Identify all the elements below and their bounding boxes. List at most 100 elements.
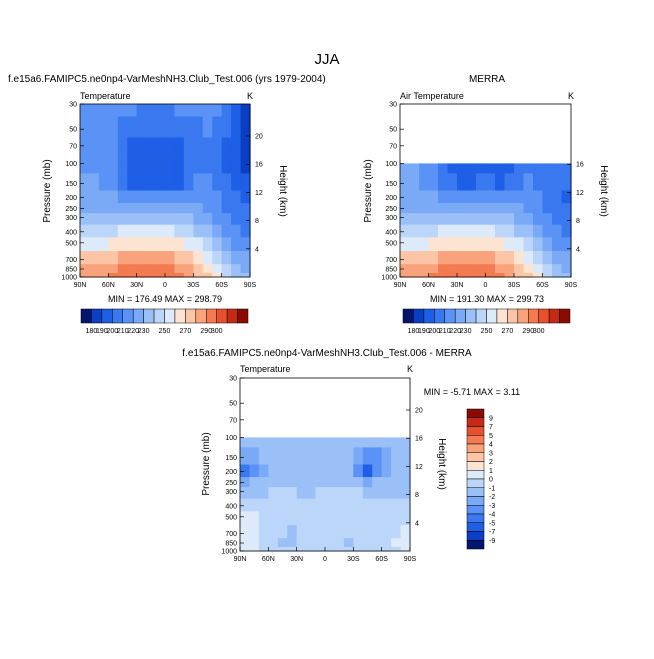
field-cell <box>146 104 157 118</box>
field-cell <box>476 237 487 252</box>
field-cell <box>240 190 251 204</box>
field-cell <box>514 203 525 214</box>
field-cell <box>155 154 166 174</box>
field-cell <box>561 224 572 238</box>
field-cell <box>334 498 345 512</box>
field-cell <box>296 511 307 526</box>
field-cell <box>306 464 317 478</box>
colorbar-label: 300 <box>211 328 223 335</box>
field-cell <box>136 173 147 192</box>
colorbar-label: 270 <box>502 328 514 335</box>
field-cell <box>391 511 402 526</box>
field-cell <box>212 154 223 174</box>
field-cell <box>325 498 336 512</box>
height-tick-label: 12 <box>255 190 263 197</box>
field-cell <box>155 224 166 238</box>
field-cell <box>268 447 279 466</box>
field-cell <box>98 190 109 204</box>
pressure-tick-label: 1000 <box>61 275 77 282</box>
field-cell <box>306 525 317 539</box>
field-cell <box>287 447 298 466</box>
colorbar-swatch <box>548 308 560 324</box>
field-cell <box>533 237 544 252</box>
field-cell <box>108 213 119 226</box>
colorbar-label: 210 <box>117 328 129 335</box>
height-axis-label: Height (km) <box>598 165 609 217</box>
field-cell <box>277 477 288 488</box>
field-cell <box>146 264 157 274</box>
field-cell <box>146 137 157 156</box>
colorbar-label: 4 <box>489 442 493 449</box>
field-cell <box>552 264 563 274</box>
stats-text: MIN = -5.71 MAX = 3.11 <box>424 387 520 397</box>
field-cell <box>343 464 354 478</box>
field-cell <box>504 272 515 278</box>
field-cell <box>202 264 213 274</box>
field-cell <box>325 487 336 500</box>
field-cell <box>466 264 477 274</box>
field-cell <box>447 264 458 274</box>
height-tick-label: 4 <box>415 520 419 527</box>
field-cell <box>89 272 100 278</box>
field-cell <box>212 264 223 274</box>
field-cell <box>552 190 563 204</box>
pressure-tick-label: 1000 <box>381 275 397 282</box>
colorbar-label: -9 <box>489 538 495 545</box>
field-cell <box>221 251 232 265</box>
field-cell <box>495 224 506 238</box>
field-cell <box>428 272 439 278</box>
field-cell <box>231 104 242 118</box>
field-cell <box>98 224 109 238</box>
field-cell <box>523 173 534 192</box>
field-cell <box>146 272 157 278</box>
field-cell <box>476 251 487 265</box>
field-cell <box>89 203 100 214</box>
field-cell <box>268 498 279 512</box>
field-cell <box>447 213 458 226</box>
field-cell <box>495 251 506 265</box>
field-cell <box>89 251 100 265</box>
colorbar-label: 250 <box>159 328 171 335</box>
field-cell <box>343 487 354 500</box>
field-cell <box>409 272 420 278</box>
field-cell <box>552 251 563 265</box>
field-cell <box>542 190 553 204</box>
field-cell <box>249 464 260 478</box>
field-cell <box>381 447 392 466</box>
colorbar-label: 220 <box>449 328 461 335</box>
latitude-tick-label: 0 <box>484 282 488 289</box>
field-cell <box>315 546 326 552</box>
field-cell <box>89 154 100 174</box>
field-cell <box>240 546 251 552</box>
field-cell <box>504 224 515 238</box>
field-cell <box>362 546 373 552</box>
field-cell <box>542 264 553 274</box>
field-cell <box>127 237 138 252</box>
field-cell <box>372 487 383 500</box>
field-cell <box>334 525 345 539</box>
pressure-tick-label: 70 <box>229 417 237 424</box>
field-cell <box>98 154 109 174</box>
field-cell <box>174 104 185 118</box>
colorbar-swatch <box>143 308 155 324</box>
field-cell <box>306 447 317 466</box>
field-cell <box>249 525 260 539</box>
field-cell <box>221 272 232 278</box>
pressure-tick-label: 250 <box>65 206 77 213</box>
field-cell <box>495 237 506 252</box>
field-cell <box>174 264 185 274</box>
field-cell <box>146 173 157 192</box>
field-cell <box>428 237 439 252</box>
field-cell <box>485 163 496 174</box>
field-cell <box>155 190 166 204</box>
field-cell <box>240 264 251 274</box>
colorbar-swatch <box>496 308 508 324</box>
field-cell <box>155 104 166 118</box>
latitude-tick-label: 0 <box>323 556 327 563</box>
field-cell <box>136 137 147 156</box>
field-cell <box>476 264 487 274</box>
field-cell <box>514 272 525 278</box>
field-cell <box>98 272 109 278</box>
field-cell <box>240 116 251 139</box>
field-cell <box>523 224 534 238</box>
